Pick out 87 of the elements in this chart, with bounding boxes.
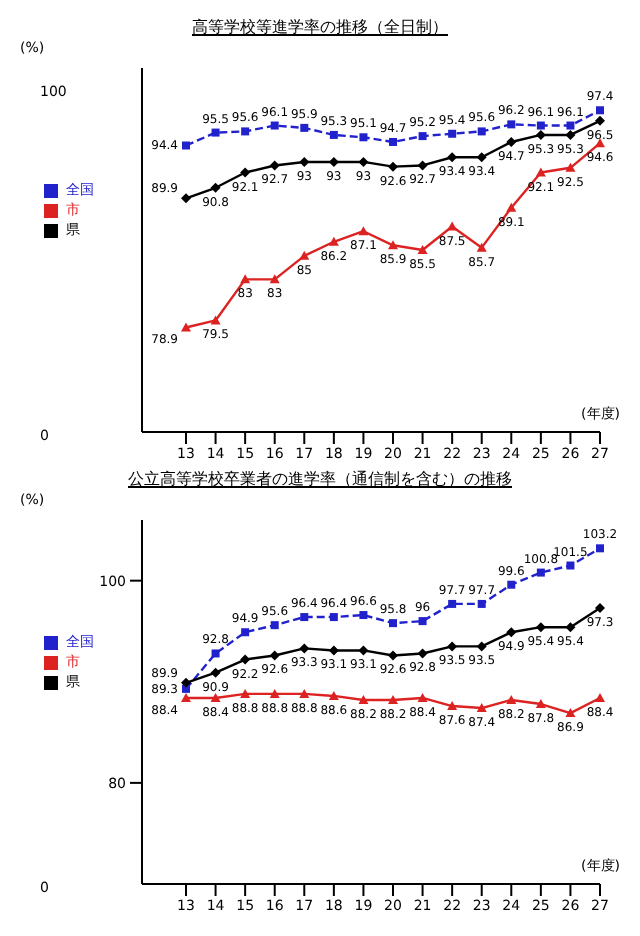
chart-title: 公立高等学校卒業者の進学率（通信制を含む）の推移 [126, 468, 514, 492]
point [417, 160, 428, 171]
point [535, 622, 546, 633]
point [417, 692, 428, 702]
point [358, 226, 369, 236]
point [507, 580, 516, 589]
point [240, 167, 251, 178]
point [418, 617, 427, 626]
point [241, 628, 250, 637]
point [535, 129, 546, 140]
point [565, 708, 576, 718]
point [240, 688, 251, 698]
point [299, 156, 310, 167]
point [447, 641, 458, 652]
point [300, 123, 309, 132]
point [210, 667, 221, 678]
point [328, 236, 339, 246]
point [240, 654, 251, 665]
point [358, 645, 369, 656]
point [506, 202, 517, 212]
point [417, 245, 428, 254]
point [388, 240, 398, 250]
point [389, 137, 397, 146]
point [269, 160, 280, 171]
point [535, 699, 546, 709]
point [596, 544, 604, 553]
point [506, 694, 517, 704]
point [269, 274, 280, 284]
point [447, 701, 458, 711]
point [595, 692, 605, 702]
point [565, 622, 576, 633]
point [299, 250, 310, 260]
point [448, 129, 457, 138]
point [388, 694, 398, 704]
point [566, 561, 575, 570]
point [299, 643, 310, 654]
point [536, 568, 545, 577]
point [536, 121, 545, 130]
point [359, 133, 368, 142]
point [595, 115, 605, 126]
point [506, 136, 517, 147]
point [329, 130, 338, 139]
point [241, 127, 250, 136]
point [507, 120, 516, 129]
point [565, 129, 576, 140]
point [506, 627, 517, 638]
point [418, 132, 427, 141]
point [596, 106, 604, 115]
point [448, 599, 457, 608]
point [210, 692, 221, 702]
point [476, 242, 487, 252]
point [181, 193, 191, 204]
point [300, 613, 309, 622]
point [388, 650, 398, 661]
point [477, 127, 486, 136]
point [358, 694, 369, 704]
point [270, 121, 279, 130]
point [182, 684, 190, 693]
point [447, 152, 458, 163]
point [329, 613, 338, 622]
point [299, 688, 310, 698]
point [210, 182, 221, 193]
point [240, 274, 251, 284]
point [269, 650, 280, 661]
point [476, 703, 487, 713]
point [535, 167, 546, 177]
point [476, 641, 487, 652]
point [181, 692, 191, 702]
point [477, 599, 486, 608]
point [181, 677, 191, 688]
point [595, 602, 605, 613]
point [358, 156, 369, 167]
point [269, 688, 280, 698]
point [328, 690, 339, 700]
point [417, 648, 428, 659]
point [565, 162, 576, 172]
point [389, 619, 397, 628]
point [328, 645, 339, 656]
point [388, 161, 398, 172]
point [211, 128, 220, 137]
point [270, 621, 279, 630]
chart-title: 高等学校等進学率の推移（全日制） [190, 16, 450, 40]
point [476, 152, 487, 163]
point [359, 611, 368, 620]
point [211, 649, 220, 658]
point [182, 141, 190, 150]
point [566, 121, 575, 130]
